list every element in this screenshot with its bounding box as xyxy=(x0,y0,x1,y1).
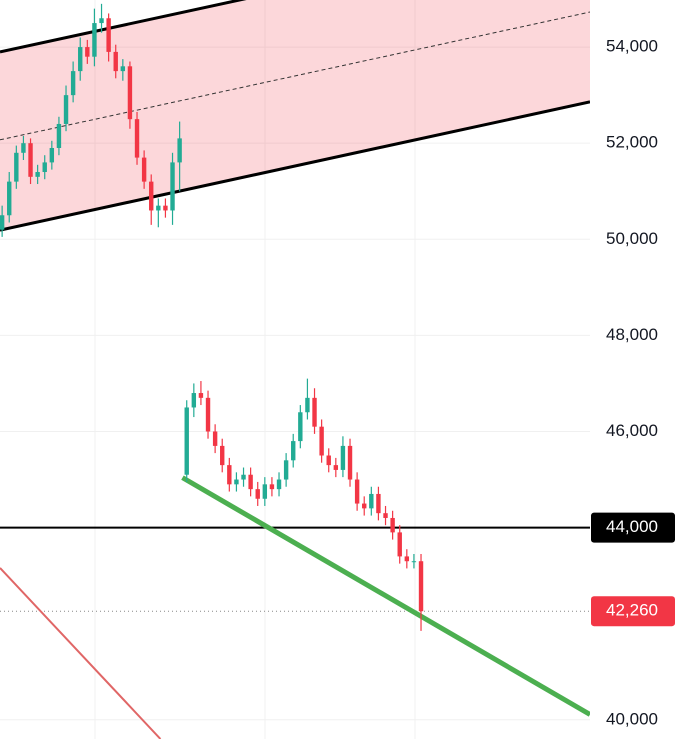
level-label-box xyxy=(591,512,675,543)
candle-body xyxy=(191,393,197,408)
candle-body xyxy=(362,503,367,509)
candle-body xyxy=(312,397,317,427)
candle-body xyxy=(63,95,69,124)
candle-body xyxy=(49,147,55,163)
candle-body xyxy=(262,484,268,499)
candle-body xyxy=(78,47,83,72)
candle-body xyxy=(248,474,253,490)
candle-body xyxy=(134,119,140,158)
y-tick-label: 46,000 xyxy=(606,421,658,440)
trendline xyxy=(0,567,162,739)
candle-body xyxy=(347,445,353,480)
candle-body xyxy=(227,465,232,485)
y-tick-label: 50,000 xyxy=(606,229,658,248)
candle-body xyxy=(326,455,331,466)
price-axis: 40,000 46,000 48,000 50,000 52,000 54,000 44,0… xyxy=(591,37,675,728)
candle-body xyxy=(149,181,154,211)
candle-body xyxy=(113,51,118,72)
candle-body xyxy=(141,157,147,182)
candle-body xyxy=(376,493,381,514)
candle-body xyxy=(291,441,296,461)
candle-body xyxy=(283,460,289,480)
candle-body xyxy=(120,66,126,72)
candle-body xyxy=(212,431,218,446)
candle-body xyxy=(411,561,417,563)
channel-upper xyxy=(0,0,247,54)
candle-body xyxy=(276,479,282,490)
plot-area xyxy=(0,0,590,739)
candle-body xyxy=(340,445,346,470)
candle-body xyxy=(319,426,324,456)
candle-body xyxy=(0,215,5,230)
candle-body xyxy=(234,479,239,485)
trendline xyxy=(181,475,590,717)
candle-body xyxy=(305,397,310,413)
candle-body xyxy=(397,532,402,557)
candle-body xyxy=(42,162,47,173)
candle-body xyxy=(418,561,424,612)
candle-body xyxy=(85,47,90,57)
y-tick-label: 48,000 xyxy=(606,325,658,344)
channel-fill xyxy=(0,0,590,231)
candle-body xyxy=(184,407,189,475)
candle-body xyxy=(92,23,97,57)
candle-body xyxy=(70,71,76,96)
y-tick-label: 52,000 xyxy=(606,133,658,152)
candle-body xyxy=(404,556,410,562)
channel-middle xyxy=(0,11,590,141)
candle-body xyxy=(198,393,204,398)
last_price-label: 42,260 xyxy=(606,601,658,620)
candle-body xyxy=(177,138,182,163)
candle-body xyxy=(220,445,225,466)
candle-body xyxy=(127,66,133,120)
candle-body xyxy=(241,474,246,480)
candle-body xyxy=(255,489,260,499)
candle-body xyxy=(56,123,62,148)
candle-body xyxy=(269,484,275,490)
candle-body xyxy=(333,465,339,470)
candle-body xyxy=(7,181,12,216)
candle-body xyxy=(99,18,104,24)
candle-body xyxy=(298,412,303,442)
candle-body xyxy=(156,205,161,211)
candle-body xyxy=(35,172,40,177)
candle-body xyxy=(369,493,374,509)
candle-body xyxy=(14,152,19,182)
level-label: 44,000 xyxy=(606,517,658,536)
candle-body xyxy=(383,513,388,518)
last_price-label-box xyxy=(591,596,675,627)
candle-body xyxy=(170,162,175,211)
candle-body xyxy=(163,205,168,211)
candle-body xyxy=(106,18,111,52)
candle-body xyxy=(28,143,33,177)
candle-body xyxy=(21,143,26,153)
candle-body xyxy=(354,479,360,504)
candle-body xyxy=(390,517,395,533)
y-tick-label: 54,000 xyxy=(606,37,658,56)
channel-lower xyxy=(0,100,590,232)
candle-body xyxy=(205,397,211,432)
y-tick-label: 40,000 xyxy=(606,709,658,728)
